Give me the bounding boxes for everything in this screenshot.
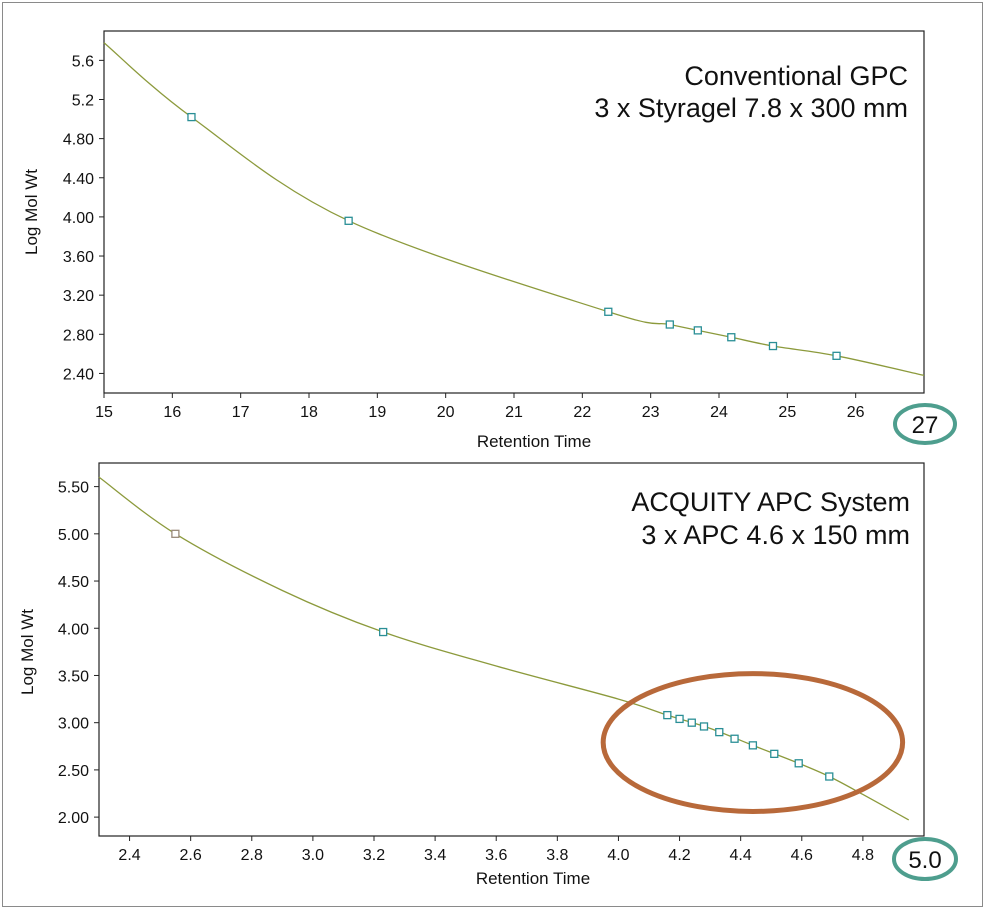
highlight-ellipse xyxy=(600,671,906,814)
y-tick-label: 3.60 xyxy=(63,249,94,266)
x-tick-label: 4.0 xyxy=(607,847,629,864)
y-tick-label: 4.50 xyxy=(58,574,89,591)
x-tick-label: 20 xyxy=(437,404,455,421)
data-point-marker xyxy=(604,307,613,316)
y-tick-label: 3.00 xyxy=(58,716,89,733)
x-tick-label: 4.8 xyxy=(852,847,874,864)
y-tick-label: 3.50 xyxy=(58,668,89,685)
x-tick-label: 4.2 xyxy=(668,847,690,864)
data-point-marker xyxy=(171,529,180,538)
x-tick-label: 24 xyxy=(710,404,728,421)
y-tick-label: 2.00 xyxy=(58,810,89,827)
x-tick-label: 3.0 xyxy=(302,847,324,864)
x-tick-label: 22 xyxy=(573,404,591,421)
data-point-marker xyxy=(187,112,196,122)
y-tick-label: 5.00 xyxy=(58,527,89,544)
chart-subtitle: 3 x Styragel 7.8 x 300 mm xyxy=(594,93,908,123)
y-tick-label: 4.00 xyxy=(58,621,89,638)
data-point-marker xyxy=(832,351,841,360)
x-tick-label: 2.6 xyxy=(180,847,202,864)
x-tick-label: 2.4 xyxy=(118,847,140,864)
y-tick-label: 2.40 xyxy=(63,366,94,383)
data-point-marker xyxy=(730,734,739,743)
data-point-marker xyxy=(715,727,724,737)
x-tick-label: 4.4 xyxy=(730,847,752,864)
data-point-marker xyxy=(727,333,736,342)
data-point-marker xyxy=(663,710,672,720)
axis-end-badge: 27 xyxy=(912,412,939,439)
badge-ring xyxy=(893,403,957,445)
x-tick-label: 2.8 xyxy=(241,847,263,864)
axis-end-badge: 5.0 xyxy=(908,847,941,874)
data-point-marker xyxy=(699,722,709,731)
x-tick-label: 21 xyxy=(505,404,523,421)
x-tick-label: 23 xyxy=(642,404,660,421)
y-tick-label: 5.6 xyxy=(72,53,94,70)
y-axis-ticks: 2.40 2.80 3.20 3.60 4.00 4.40 4.80 5.2 5.6 xyxy=(63,53,104,383)
plot-area xyxy=(98,462,925,837)
x-tick-label: 26 xyxy=(847,404,865,421)
y-tick-label: 5.50 xyxy=(58,480,89,497)
x-tick-label: 17 xyxy=(232,404,250,421)
y-tick-label: 4.40 xyxy=(63,171,94,188)
y-tick-label: 3.20 xyxy=(63,288,94,305)
y-tick-label: 4.80 xyxy=(63,132,94,149)
badge-ring xyxy=(892,837,958,881)
data-point-marker xyxy=(693,326,702,335)
x-axis-label: Retention Time xyxy=(477,432,591,451)
x-tick-label: 3.2 xyxy=(363,847,385,864)
data-points xyxy=(171,529,834,781)
x-axis-label: Retention Time xyxy=(476,869,590,888)
data-point-marker xyxy=(794,759,803,768)
x-tick-label: 19 xyxy=(368,404,386,421)
data-point-marker xyxy=(768,341,778,351)
data-points xyxy=(187,112,841,360)
fit-curve xyxy=(103,42,925,377)
x-axis-ticks: 2.4 2.6 2.8 3.0 3.2 3.4 3.6 3.8 4.0 4.2 4.4 4.6 4.8 xyxy=(118,836,874,864)
y-axis-ticks: 2.00 2.50 3.00 3.50 4.00 4.50 5.00 5.50 xyxy=(58,480,99,827)
chart-subtitle: 3 x APC 4.6 x 150 mm xyxy=(641,520,910,550)
x-tick-label: 16 xyxy=(163,404,181,421)
data-point-marker xyxy=(379,627,388,637)
chart-title: ACQUITY APC System xyxy=(631,487,910,517)
x-tick-label: 18 xyxy=(300,404,318,421)
data-point-marker xyxy=(665,320,674,329)
y-tick-label: 4.00 xyxy=(63,210,94,227)
data-point-marker xyxy=(748,741,758,750)
x-tick-label: 4.6 xyxy=(791,847,813,864)
x-tick-label: 3.6 xyxy=(485,847,507,864)
data-point-marker xyxy=(825,772,834,781)
y-axis-label: Log Mol Wt xyxy=(18,609,37,695)
data-point-marker xyxy=(770,749,779,758)
panel-acquity-apc: 2.4 2.6 2.8 3.0 3.2 3.4 3.6 3.8 4.0 4.2 4.4 4.6 4.8 … xyxy=(18,462,958,888)
chart-title: Conventional GPC xyxy=(684,61,908,91)
y-tick-label: 2.80 xyxy=(63,327,94,344)
panel-conventional-gpc: 15 16 17 18 19 20 21 22 23 24 25 26 2.40 2.80 3.20 3.6… xyxy=(22,30,957,451)
data-point-marker xyxy=(344,216,353,225)
x-axis-ticks: 15 16 17 18 19 20 21 22 23 24 25 26 xyxy=(95,393,865,421)
x-tick-label: 25 xyxy=(778,404,796,421)
data-point-marker xyxy=(675,714,684,724)
x-tick-label: 3.4 xyxy=(424,847,446,864)
y-tick-label: 5.2 xyxy=(72,92,94,109)
x-tick-label: 3.8 xyxy=(546,847,568,864)
data-point-marker xyxy=(687,718,696,727)
x-tick-label: 15 xyxy=(95,404,113,421)
y-tick-label: 2.50 xyxy=(58,763,89,780)
y-axis-label: Log Mol Wt xyxy=(22,169,41,255)
